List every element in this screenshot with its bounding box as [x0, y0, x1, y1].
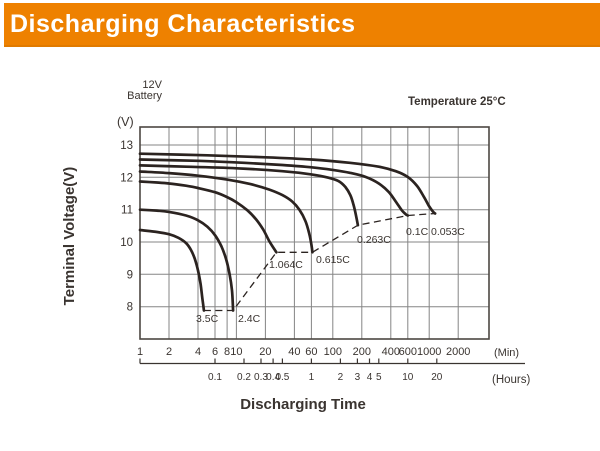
- curve-label-0.053C: 0.053C: [431, 226, 465, 238]
- curve-label-0.1C: 0.1C: [406, 226, 429, 238]
- x-tick-label-minutes: 60: [305, 346, 317, 358]
- page-title: Discharging Characteristics: [10, 9, 356, 38]
- hours-unit-label: (Hours): [492, 374, 531, 386]
- y-tick-label: 10: [120, 237, 133, 249]
- x-tick-label-minutes: 1000: [417, 346, 441, 358]
- y-tick-label: 11: [121, 205, 133, 217]
- x-tick-label-hours: 0.5: [275, 372, 289, 383]
- battery-label-line2: Battery: [127, 90, 162, 102]
- discharge-curve-1.064C: [138, 180, 278, 254]
- discharge-curve-0.053C: [138, 152, 437, 215]
- curve-label-0.263C: 0.263C: [357, 234, 391, 246]
- x-axis-title: Discharging Time: [240, 396, 366, 413]
- x-tick-label-minutes: 40: [288, 346, 300, 358]
- x-tick-label-minutes: 10: [230, 346, 242, 358]
- x-tick-label-hours: 10: [402, 372, 414, 383]
- y-tick-label: 12: [120, 172, 133, 184]
- y-tick-label: 13: [120, 140, 133, 152]
- x-tick-label-minutes: 100: [324, 346, 342, 358]
- discharge-curve-3.5C: [138, 228, 206, 312]
- discharge-curve-0.615C: [138, 170, 314, 254]
- temperature-label: Temperature 25°C: [408, 96, 506, 108]
- y-axis-unit-label: (V): [117, 115, 134, 129]
- x-tick-label-hours: 0.2: [237, 372, 251, 383]
- discharge-curve-0.263C: [138, 164, 360, 227]
- plot-border: [139, 126, 490, 340]
- x-tick-label-minutes: 2000: [446, 346, 470, 358]
- curve-label-0.615C: 0.615C: [316, 254, 350, 266]
- header-bar: Discharging Characteristics: [4, 3, 600, 47]
- x-tick-label-minutes: 4: [195, 346, 201, 358]
- x-tick-label-hours: 0.3: [254, 372, 268, 383]
- x-tick-label-minutes: 400: [382, 346, 400, 358]
- x-tick-label-minutes: 8: [224, 346, 230, 358]
- x-tick-label-minutes: 2: [166, 346, 172, 358]
- x-tick-label-hours: 0.4: [266, 372, 280, 383]
- x-tick-label-hours: 5: [376, 372, 382, 383]
- curve-label-3.5C: 3.5C: [196, 313, 219, 325]
- x-tick-label-hours: 3: [355, 372, 361, 383]
- curve-label-1.064C: 1.064C: [269, 259, 303, 271]
- y-tick-label: 8: [127, 302, 133, 314]
- x-tick-label-hours: 4: [367, 372, 373, 383]
- minutes-unit-label: (Min): [494, 347, 519, 359]
- curve-label-2.4C: 2.4C: [238, 313, 261, 325]
- battery-label-line1: 12V: [142, 79, 162, 91]
- x-tick-label-hours: 20: [431, 372, 443, 383]
- x-tick-label-minutes: 1: [137, 346, 143, 358]
- x-tick-label-hours: 2: [338, 372, 344, 383]
- x-tick-label-minutes: 20: [259, 346, 271, 358]
- x-tick-label-minutes: 200: [353, 346, 371, 358]
- x-tick-label-hours: 1: [309, 372, 315, 383]
- y-axis-title: Terminal Voltage(V): [61, 167, 78, 306]
- x-tick-label-minutes: 6: [212, 346, 218, 358]
- discharge-curve-2.4C: [138, 208, 235, 312]
- y-tick-label: 9: [127, 269, 133, 281]
- x-tick-label-minutes: 600: [399, 346, 417, 358]
- x-tick-label-hours: 0.1: [208, 372, 222, 383]
- discharge-curve-0.1C: [138, 158, 410, 217]
